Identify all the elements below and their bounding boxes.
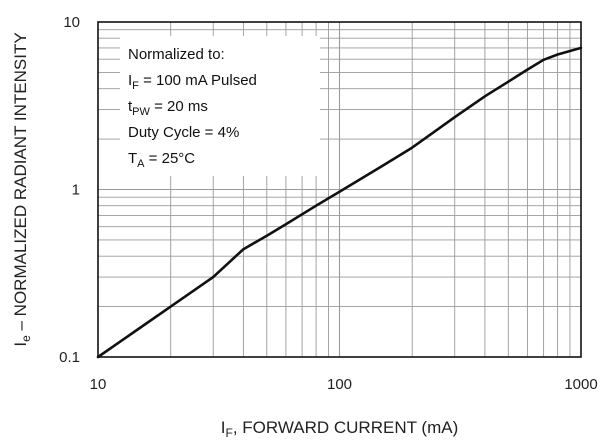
y-axis-label: Ie – NORMALIZED RADIANT INTENSITY (11, 32, 33, 346)
tick-labels: 10 100 1000 0.1 1 10 (59, 14, 598, 393)
plot-frame (97, 21, 582, 358)
annotation-box: Normalized to: IF = 100 mA Pulsed tPW = 20… (120, 36, 320, 176)
annotation-background (120, 36, 320, 176)
y-tick-label: 10 (63, 14, 80, 31)
x-tick-label: 10 (90, 376, 107, 393)
annotation-line: Normalized to: (128, 46, 225, 63)
annotation-line: tPW = 20 ms (128, 98, 208, 118)
annotation-line: Duty Cycle = 4% (128, 124, 239, 141)
series-layer (96, 46, 583, 359)
x-tick-label: 100 (327, 376, 352, 393)
y-tick-label: 1 (72, 182, 80, 199)
annotation-line: TA = 25°C (128, 150, 195, 170)
series-line (96, 46, 583, 359)
annotation-line: IF = 100 mA Pulsed (128, 72, 257, 92)
x-axis-label: IF, FORWARD CURRENT (mA) (221, 418, 458, 440)
y-tick-label: 0.1 (59, 349, 80, 366)
x-tick-label: 1000 (564, 376, 597, 393)
